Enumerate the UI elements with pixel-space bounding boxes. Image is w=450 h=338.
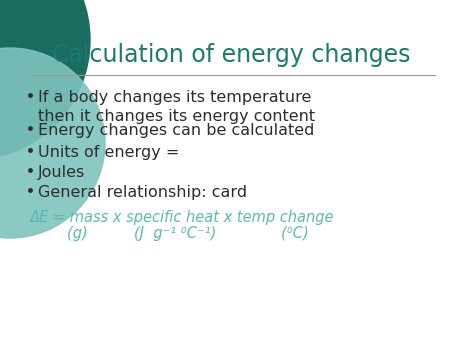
Text: (g)          (J  g⁻¹ ⁰C⁻¹)              (⁰C): (g) (J g⁻¹ ⁰C⁻¹) (⁰C) xyxy=(30,226,309,241)
Text: Energy changes can be calculated: Energy changes can be calculated xyxy=(38,123,315,138)
Text: Units of energy =: Units of energy = xyxy=(38,145,180,160)
Text: Calculation of energy changes: Calculation of energy changes xyxy=(52,43,410,67)
Text: General relationship: card: General relationship: card xyxy=(38,185,247,200)
Circle shape xyxy=(0,48,105,238)
Circle shape xyxy=(0,0,90,160)
Text: Joules: Joules xyxy=(38,165,85,180)
Text: ΔE = mass x specific heat x temp change: ΔE = mass x specific heat x temp change xyxy=(30,210,334,225)
Text: If a body changes its temperature
then it changes its energy content: If a body changes its temperature then i… xyxy=(38,90,315,124)
